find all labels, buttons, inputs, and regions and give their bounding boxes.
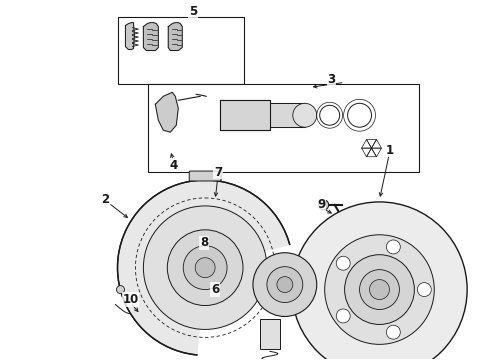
Text: 3: 3: [328, 73, 336, 86]
Text: 5: 5: [189, 5, 197, 18]
Circle shape: [267, 267, 303, 302]
Text: 2: 2: [101, 193, 110, 206]
Circle shape: [253, 253, 317, 316]
Bar: [119, 17, 244, 84]
Circle shape: [386, 240, 400, 254]
Circle shape: [359, 263, 368, 273]
Circle shape: [118, 180, 293, 355]
Bar: [262, 294, 278, 302]
Wedge shape: [197, 244, 295, 357]
Circle shape: [360, 270, 399, 310]
Text: 5: 5: [189, 5, 197, 18]
Circle shape: [336, 256, 350, 270]
Polygon shape: [125, 23, 134, 50]
Bar: [148, 84, 419, 172]
Polygon shape: [155, 92, 178, 132]
Circle shape: [183, 246, 227, 289]
Circle shape: [325, 235, 434, 345]
Circle shape: [344, 255, 415, 324]
Text: 3: 3: [328, 73, 336, 86]
Text: 9: 9: [318, 198, 326, 211]
Text: 6: 6: [211, 283, 219, 296]
Circle shape: [386, 325, 400, 339]
Polygon shape: [144, 23, 158, 50]
Circle shape: [336, 309, 350, 323]
Circle shape: [195, 258, 215, 278]
Text: 4: 4: [169, 158, 177, 172]
Polygon shape: [220, 100, 270, 130]
Circle shape: [369, 280, 390, 300]
Circle shape: [144, 206, 267, 329]
Circle shape: [417, 283, 431, 297]
Text: 1: 1: [385, 144, 393, 157]
Text: 7: 7: [214, 166, 222, 179]
Circle shape: [277, 276, 293, 293]
Polygon shape: [270, 103, 305, 127]
Bar: [260, 319, 280, 349]
Text: 8: 8: [200, 236, 208, 249]
Circle shape: [293, 103, 317, 127]
FancyBboxPatch shape: [189, 171, 221, 181]
Circle shape: [167, 230, 243, 306]
Text: 10: 10: [122, 293, 139, 306]
Text: 4: 4: [169, 158, 177, 172]
Polygon shape: [168, 23, 182, 50]
Circle shape: [117, 285, 124, 293]
Circle shape: [292, 202, 467, 360]
Circle shape: [318, 200, 329, 210]
